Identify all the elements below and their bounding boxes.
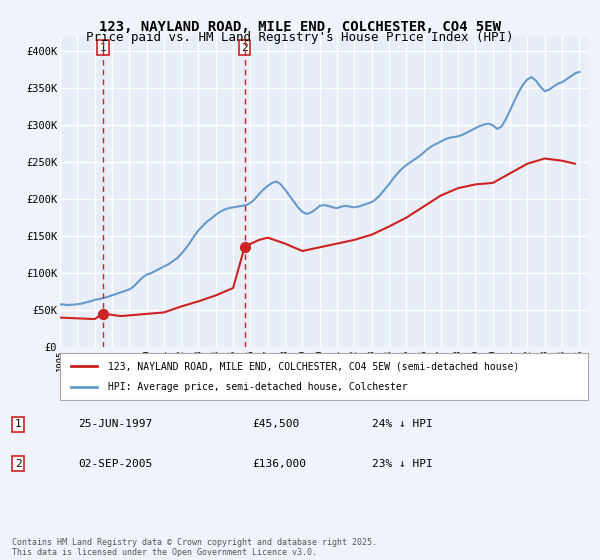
Text: £136,000: £136,000 <box>252 459 306 469</box>
Text: 02-SEP-2005: 02-SEP-2005 <box>78 459 152 469</box>
Text: HPI: Average price, semi-detached house, Colchester: HPI: Average price, semi-detached house,… <box>107 382 407 392</box>
Text: 1: 1 <box>14 419 22 430</box>
Text: 2: 2 <box>241 43 248 53</box>
Text: 24% ↓ HPI: 24% ↓ HPI <box>372 419 433 430</box>
Text: Contains HM Land Registry data © Crown copyright and database right 2025.
This d: Contains HM Land Registry data © Crown c… <box>12 538 377 557</box>
Text: 25-JUN-1997: 25-JUN-1997 <box>78 419 152 430</box>
Text: 2: 2 <box>14 459 22 469</box>
Text: Price paid vs. HM Land Registry's House Price Index (HPI): Price paid vs. HM Land Registry's House … <box>86 31 514 44</box>
Text: 1: 1 <box>100 43 106 53</box>
Text: 23% ↓ HPI: 23% ↓ HPI <box>372 459 433 469</box>
Text: 123, NAYLAND ROAD, MILE END, COLCHESTER, CO4 5EW (semi-detached house): 123, NAYLAND ROAD, MILE END, COLCHESTER,… <box>107 361 519 371</box>
Text: £45,500: £45,500 <box>252 419 299 430</box>
Text: 123, NAYLAND ROAD, MILE END, COLCHESTER, CO4 5EW: 123, NAYLAND ROAD, MILE END, COLCHESTER,… <box>99 20 501 34</box>
